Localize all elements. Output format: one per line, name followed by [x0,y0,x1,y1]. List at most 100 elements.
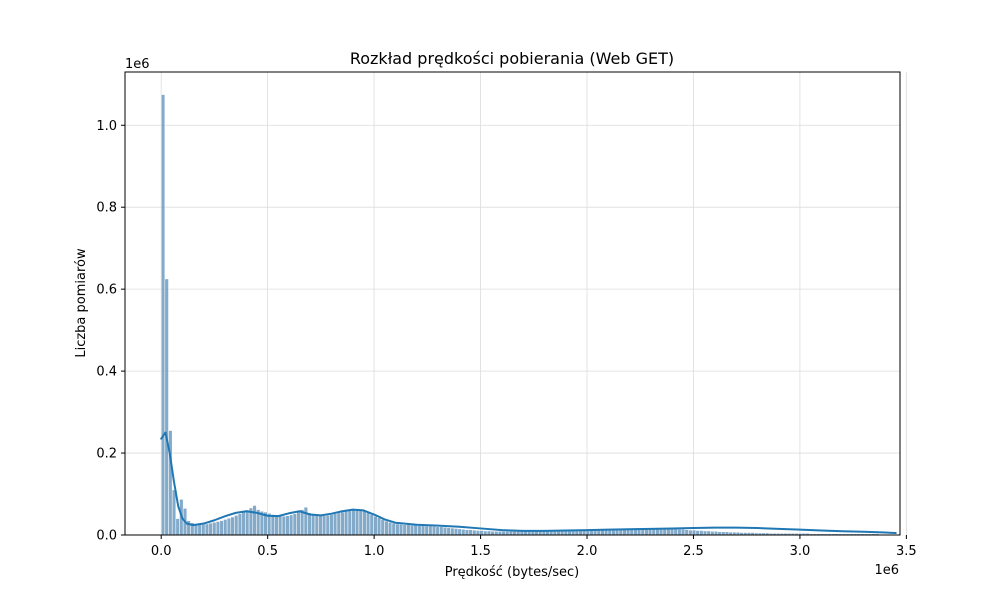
histogram-bar [226,517,232,536]
histogram-bar [673,528,678,536]
histogram-bar [175,518,180,536]
histogram-bar [373,515,378,536]
histogram-bar [680,529,686,536]
histogram-bar [285,515,290,536]
histogram-bar [395,523,400,536]
histogram-bar [435,526,440,536]
histogram-bar [457,528,462,536]
histogram-bar [307,512,312,536]
histogram-bar [204,523,210,536]
histogram-bar [446,527,451,536]
histogram-bar [340,511,345,536]
x-axis-ticks: 0.0 0.5 1.0 1.5 2.0 2.5 3.0 3.5 [151,535,917,559]
histogram-bar [234,515,239,536]
histogram-bar [252,505,257,536]
histogram-bar [387,522,393,536]
histogram-bar [494,531,499,536]
histogram-bar [336,512,341,536]
histogram-bar [193,524,199,536]
histogram-bar [230,516,235,536]
histogram-bar [450,527,455,536]
histogram-bar [274,514,279,536]
histogram-bar [362,510,367,536]
histogram-bar [377,517,382,536]
histogram-bar [212,522,217,536]
x-tick-label: 0.5 [257,544,278,559]
histogram-bar [428,525,433,536]
histogram-bar [237,513,243,536]
y-tick-label: 0.4 [96,365,117,380]
histogram-bar [702,530,708,536]
histogram-bar [409,524,415,536]
histogram-bar [329,514,334,536]
histogram-bar [490,531,495,536]
histogram-bar [516,531,521,536]
histogram-bar [497,531,503,536]
histogram-bar [666,528,671,536]
y-tick-label: 0.8 [96,201,117,216]
histogram-bar [699,530,704,536]
histogram-bar [296,511,301,536]
histogram-bar [289,514,294,536]
histogram-bar [501,531,506,536]
x-tick-label: 0.0 [151,544,172,559]
histogram-bar [303,506,308,536]
histogram-bar [710,531,715,536]
histogram-bar [197,524,202,536]
x-tick-label: 1.0 [364,544,385,559]
histogram-bar [351,509,356,536]
histogram-bar [413,524,418,536]
histogram-bar [311,513,316,536]
histogram-bar [208,522,213,536]
y-tick-label: 0.0 [96,529,117,544]
histogram-bar [318,515,323,536]
histogram-bar [160,94,166,536]
histogram-bar [201,524,206,536]
histogram-bar [420,525,426,536]
histogram-bar [219,520,224,536]
histogram-bar [384,520,389,536]
histogram-bar [245,509,250,536]
histogram-bar [505,531,510,536]
histogram-bar [278,515,283,536]
histogram-bar [684,529,689,536]
histogram-bar [468,529,473,536]
histogram-bars [160,94,880,536]
histogram-bar [424,525,429,536]
histogram-bar [223,519,228,536]
histogram-bar [508,531,514,536]
histogram-bar [669,528,675,536]
y-axis-ticks: 0.0 0.2 0.4 0.6 0.8 1.0 [96,119,125,544]
histogram-bar [366,512,371,536]
plot-area-frame [124,71,901,536]
histogram-bar [464,529,470,536]
y-axis-offset-label: 1e6 [125,57,150,72]
x-tick-label: 2.5 [683,544,704,559]
histogram-bar [347,510,352,536]
histogram-bar [406,524,411,536]
x-tick-label: 2.0 [577,544,598,559]
histogram-bar [706,530,711,536]
x-tick-label: 3.5 [896,544,917,559]
histogram-bar [325,515,330,536]
x-tick-label: 1.5 [470,544,491,559]
histogram-bar [333,513,338,536]
histogram-bar [483,530,488,536]
histogram-bar [417,525,422,536]
y-tick-label: 1.0 [96,119,117,134]
histogram-bar [402,524,407,536]
x-tick-label: 3.0 [790,544,811,559]
y-tick-label: 0.6 [96,283,117,298]
histogram-bar [380,519,385,536]
histogram-bar [164,278,169,536]
histogram-bar [281,515,286,536]
y-axis-label: Liczba pomiarów [74,248,89,358]
kde-curve-group [160,431,897,534]
grid [125,72,907,536]
histogram-bar [486,530,492,536]
x-axis-offset-label: 1e6 [874,563,899,578]
histogram-bar [292,513,297,536]
histogram-bar [475,530,481,536]
chart-title: Rozkład prędkości pobierania (Web GET) [350,49,674,68]
